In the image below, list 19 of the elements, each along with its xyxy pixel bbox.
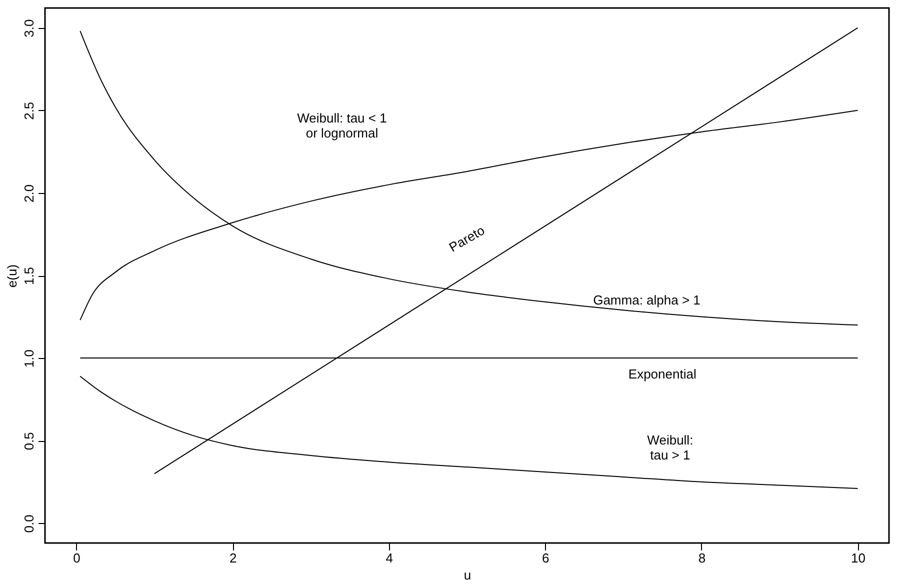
x-tick-label: 6	[542, 550, 550, 566]
annotation: Gamma: alpha > 1	[593, 292, 700, 308]
y-tick-label: 2.0	[22, 184, 36, 202]
y-tick-label: 1.5	[22, 266, 36, 286]
x-tick-label: 10	[851, 550, 866, 566]
x-tick-label: 8	[698, 550, 706, 566]
annotation: Exponential	[628, 366, 696, 382]
y-tick-label: 2.5	[22, 102, 36, 120]
x-tick-label: 4	[386, 550, 393, 566]
y-tick-label: 1.0	[22, 350, 36, 368]
x-axis-title: u	[464, 568, 472, 582]
x-tick-label: 0	[73, 550, 80, 566]
x-tick-label: 2	[229, 550, 237, 566]
y-tick-label: 0.5	[22, 432, 36, 450]
annotation: Weibull: tau < 1 or lognormal	[297, 110, 387, 141]
annotation: Weibull: tau > 1	[647, 432, 694, 463]
y-axis-title: e(u)	[4, 264, 20, 288]
y-tick-label: 0.0	[22, 514, 36, 533]
y-tick-label: 3.0	[22, 19, 36, 38]
